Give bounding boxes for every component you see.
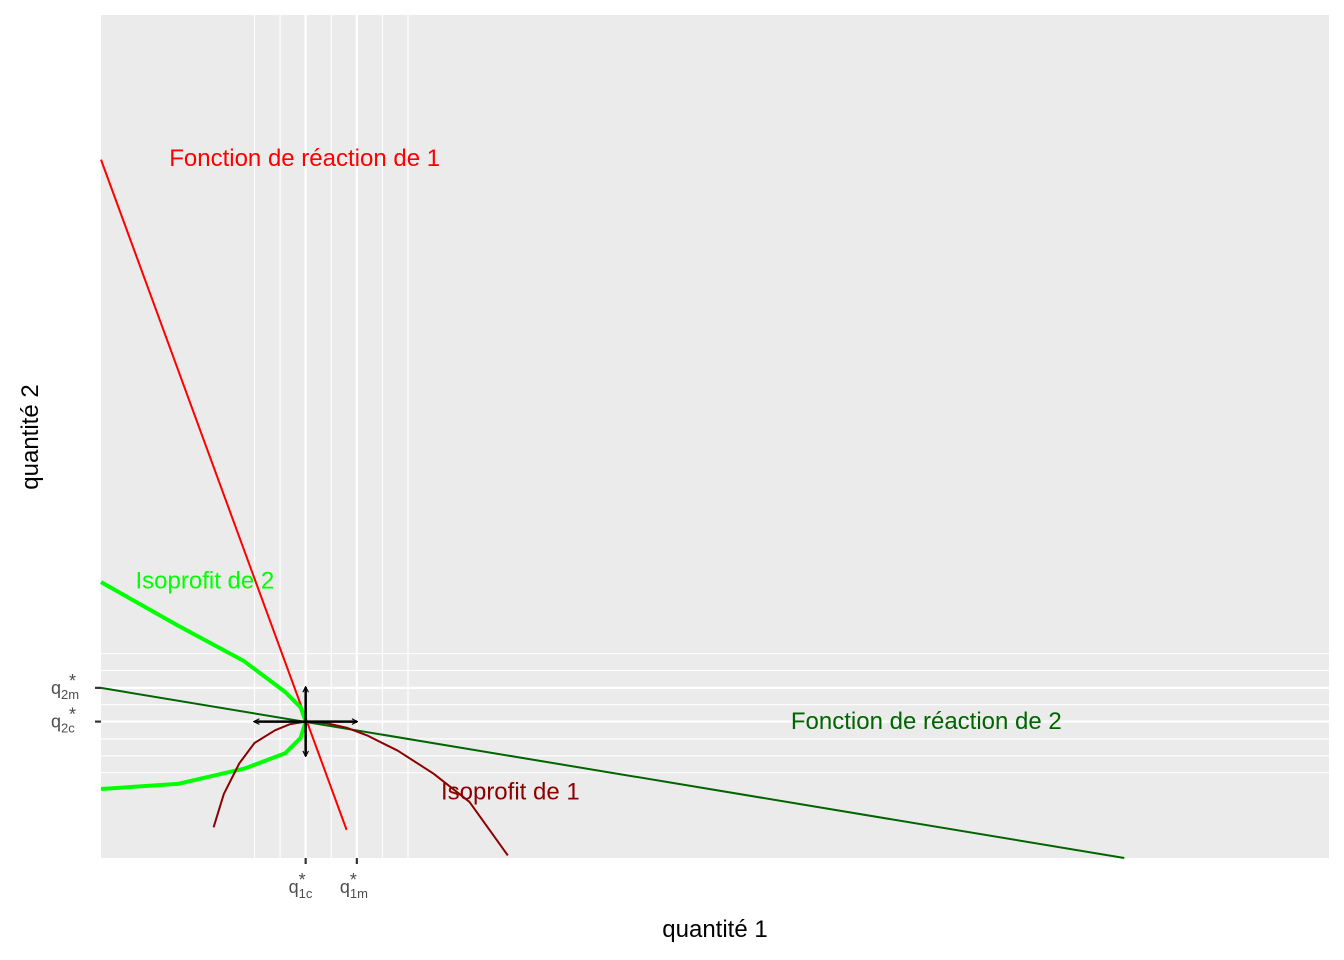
arrows-group: [255, 687, 357, 755]
y-tick-label-2: q2c: [51, 712, 75, 736]
axes-group: q1c* q1m*q2m*q2c*: [51, 671, 368, 901]
annotation-3: Isoprofit de 2: [135, 568, 274, 595]
x-axis-title: quantité 1: [662, 916, 767, 943]
y-tick-star: *: [69, 705, 76, 725]
x-tick-star: *: [299, 870, 306, 890]
annotation-2: Fonction de réaction de 2: [791, 708, 1062, 735]
x-tick-label-1: q1c: [289, 877, 313, 901]
annotation-4: Isoprofit de 1: [441, 779, 580, 806]
annotations-group: Fonction de réaction de 1 Fonction de réa…: [135, 145, 1061, 806]
series-line-2: [100, 686, 1125, 859]
x-tick-star: *: [350, 870, 357, 890]
y-tick-label-1: q2m: [51, 678, 79, 702]
plot-panel: [101, 15, 1329, 858]
y-axis-title: quantité 2: [17, 384, 44, 489]
y-tick-star: *: [69, 671, 76, 691]
annotation-1: Fonction de réaction de 1: [169, 145, 440, 172]
x-tick-label-2: q1m: [340, 877, 368, 901]
